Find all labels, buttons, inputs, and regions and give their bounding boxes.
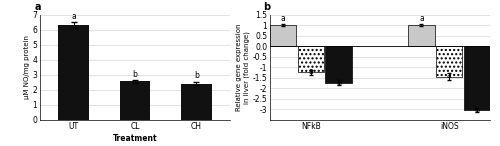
Y-axis label: Relative gene expression
in liver (fold change): Relative gene expression in liver (fold … <box>236 23 250 111</box>
Bar <box>270 25 296 46</box>
Text: a: a <box>34 2 41 13</box>
Text: a: a <box>281 14 285 23</box>
Bar <box>120 81 150 120</box>
Text: a: a <box>308 67 313 76</box>
Text: b: b <box>264 2 270 13</box>
Text: a: a <box>447 71 452 80</box>
Text: b: b <box>132 70 138 79</box>
Text: b: b <box>194 71 198 80</box>
Bar <box>326 46 351 83</box>
Text: a: a <box>419 14 424 23</box>
Bar <box>408 25 434 46</box>
Y-axis label: μM NO/mg protein: μM NO/mg protein <box>24 35 30 99</box>
Bar <box>58 25 89 120</box>
Text: a: a <box>72 12 76 21</box>
X-axis label: Treatment: Treatment <box>112 134 158 143</box>
Bar <box>181 84 212 120</box>
Bar <box>464 46 490 110</box>
Text: b: b <box>474 106 479 115</box>
Bar <box>298 46 324 72</box>
Text: b: b <box>336 79 341 88</box>
Bar <box>436 46 462 77</box>
